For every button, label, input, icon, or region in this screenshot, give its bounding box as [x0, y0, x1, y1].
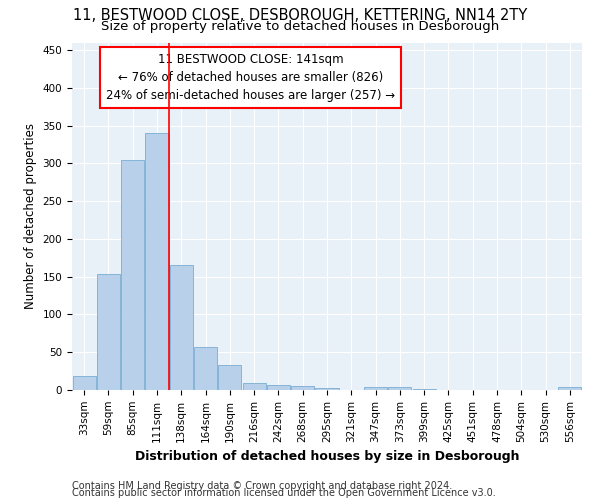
X-axis label: Distribution of detached houses by size in Desborough: Distribution of detached houses by size … — [135, 450, 519, 463]
Text: 11, BESTWOOD CLOSE, DESBOROUGH, KETTERING, NN14 2TY: 11, BESTWOOD CLOSE, DESBOROUGH, KETTERIN… — [73, 8, 527, 22]
Bar — [121, 160, 144, 390]
Bar — [194, 347, 217, 390]
Bar — [388, 387, 412, 390]
Bar — [316, 388, 338, 390]
Bar — [267, 384, 290, 390]
Bar — [291, 386, 314, 390]
Bar — [559, 387, 581, 390]
Bar — [242, 383, 266, 390]
Bar — [364, 387, 387, 390]
Bar — [170, 266, 193, 390]
Bar — [218, 365, 241, 390]
Bar — [413, 389, 436, 390]
Text: Contains public sector information licensed under the Open Government Licence v3: Contains public sector information licen… — [72, 488, 496, 498]
Bar — [97, 274, 120, 390]
Y-axis label: Number of detached properties: Number of detached properties — [24, 123, 37, 309]
Bar — [73, 376, 95, 390]
Text: 11 BESTWOOD CLOSE: 141sqm
← 76% of detached houses are smaller (826)
24% of semi: 11 BESTWOOD CLOSE: 141sqm ← 76% of detac… — [106, 53, 395, 102]
Text: Size of property relative to detached houses in Desborough: Size of property relative to detached ho… — [101, 20, 499, 33]
Bar — [145, 133, 169, 390]
Text: Contains HM Land Registry data © Crown copyright and database right 2024.: Contains HM Land Registry data © Crown c… — [72, 481, 452, 491]
